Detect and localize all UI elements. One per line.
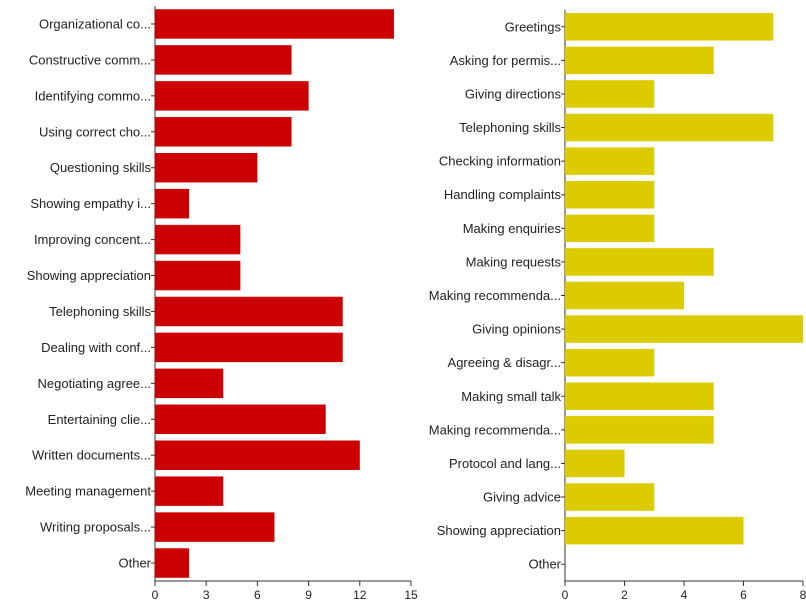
chart-1-category-label: Organizational co... (39, 16, 151, 31)
chart-2-category-label: Giving opinions (472, 322, 561, 337)
chart-1-bar (155, 152, 258, 183)
chart-2-bar (565, 449, 625, 478)
chart-1-bar (155, 368, 224, 399)
chart-1-bar (155, 440, 360, 470)
chart-1-bar (155, 45, 292, 75)
chart-2-category-label: Making enquiries (463, 221, 562, 236)
chart-2-category-label: Making requests (466, 254, 562, 269)
chart-2-category-label: Telephoning skills (459, 120, 561, 135)
chart-1-category-label: Showing empathy i... (30, 196, 151, 211)
chart-1-bar (155, 296, 343, 327)
chart-2-category-label: Protocol and lang... (449, 456, 561, 471)
chart-1-bar (155, 224, 241, 255)
chart-2-bar (565, 13, 774, 41)
chart-1-category-label: Written documents... (32, 448, 151, 463)
chart-1-bar (155, 548, 190, 578)
chart-2-bar (565, 214, 655, 243)
chart-1-bar (155, 404, 326, 435)
chart-1-x-tick-label: 6 (254, 588, 261, 601)
chart-2-category-label: Handling complaints (444, 187, 562, 202)
chart-2-bar (565, 80, 655, 108)
chart-1-x-tick-label: 3 (203, 588, 210, 601)
chart-1-x-tick-label: 9 (305, 588, 312, 601)
chart-1-category-label: Using correct cho... (39, 124, 151, 139)
chart-2-bar (565, 416, 714, 444)
chart-2-category-label: Giving directions (465, 86, 562, 101)
chart-2-bar (565, 382, 714, 411)
chart-1-bar (155, 188, 190, 219)
chart-2-x-tick-label: 0 (562, 588, 569, 601)
chart-1-category-label: Telephoning skills (49, 304, 151, 319)
chart-2-category-label: Making small talk (461, 389, 561, 404)
chart-1-category-label: Constructive comm... (29, 52, 151, 67)
chart-1-x-tick-label: 0 (152, 588, 159, 601)
chart-1-category-label: Questioning skills (50, 160, 152, 175)
chart-2-category-label: Checking information (439, 154, 561, 169)
chart-2-x-tick-label: 4 (681, 588, 688, 601)
chart-1-bar (155, 332, 343, 363)
chart-2-category-label: Making recommenda... (429, 288, 561, 303)
chart-2-category-label: Agreeing & disagr... (448, 355, 561, 370)
chart-2-category-label: Greetings (505, 19, 562, 34)
chart-2-category-label: Giving advice (483, 490, 561, 505)
chart-1-category-label: Writing proposals... (40, 520, 151, 535)
chart-2-bar (565, 281, 684, 310)
chart-1-category-label: Other (118, 556, 151, 571)
chart-1-bar (155, 9, 394, 39)
chart-1-bar (155, 117, 292, 147)
chart-2-category-label: Showing appreciation (437, 523, 561, 538)
chart-2-bar (565, 248, 714, 276)
chart-1-bar (155, 260, 241, 291)
chart-2-bar (565, 113, 774, 142)
chart-1-x-tick-label: 12 (353, 588, 367, 601)
chart-1-bar (155, 81, 309, 111)
chart-2-bar (565, 516, 744, 545)
chart-1-category-label: Entertaining clie... (48, 412, 151, 427)
chart-2-bar (565, 180, 655, 209)
chart-2-x-tick-label: 6 (740, 588, 747, 601)
chart-2-bar (565, 147, 655, 175)
chart-1-category-label: Identifying commo... (35, 88, 151, 103)
chart-1-category-label: Negotiating agree... (38, 376, 151, 391)
chart-1-bar (155, 512, 275, 542)
chart-2-bar (565, 348, 655, 377)
chart-2-x-tick-label: 2 (621, 588, 628, 601)
chart-1-category-label: Showing appreciation (27, 268, 151, 283)
chart-2-category-label: Asking for permis... (450, 53, 561, 68)
chart-2-bar (565, 483, 655, 511)
chart-2-category-label: Making recommenda... (429, 422, 561, 437)
chart-2-bar (565, 46, 714, 75)
chart-1-category-label: Dealing with conf... (41, 340, 151, 355)
chart-1-category-label: Improving concent... (34, 232, 151, 247)
chart-2-x-tick-label: 8 (800, 588, 806, 601)
chart-2-category-label: Other (528, 557, 561, 572)
chart-1-bar (155, 476, 224, 506)
chart-2-bar (565, 315, 803, 343)
chart-1-x-tick-label: 15 (404, 588, 418, 601)
chart-1-category-label: Meeting management (25, 484, 151, 499)
